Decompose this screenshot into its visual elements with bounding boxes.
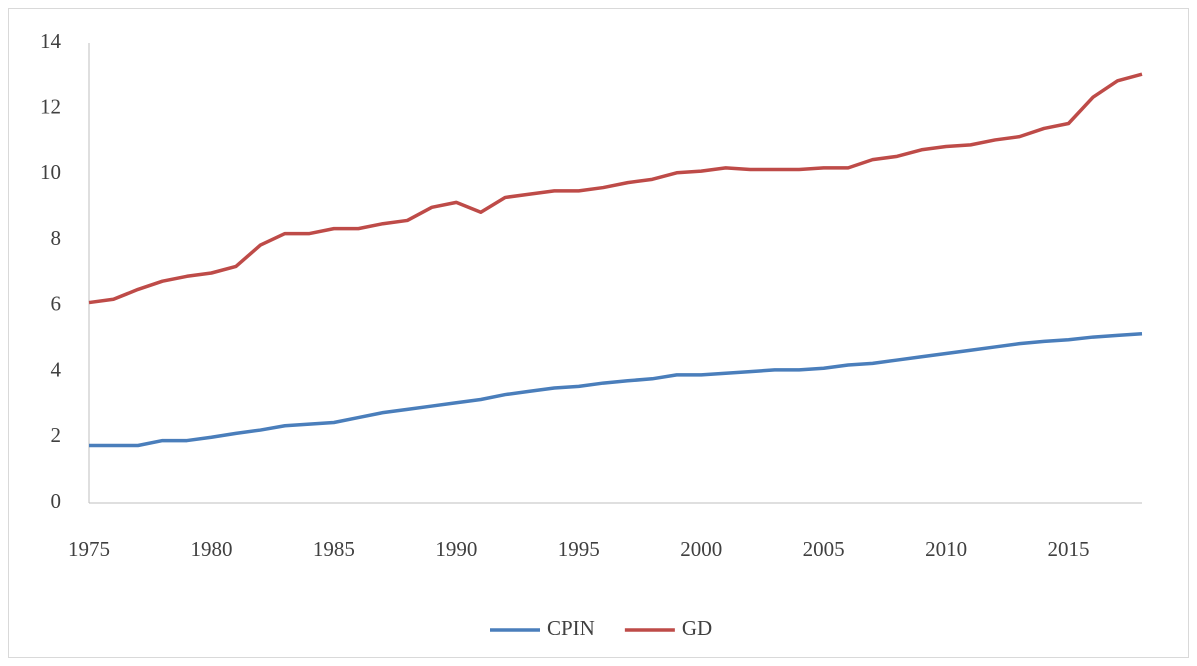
x-tick-label: 1995 bbox=[558, 537, 600, 561]
x-tick-label: 2005 bbox=[803, 537, 845, 561]
x-tick-label: 1980 bbox=[190, 537, 232, 561]
y-tick-label: 0 bbox=[51, 489, 62, 513]
y-tick-label: 12 bbox=[40, 95, 61, 119]
y-tick-label: 4 bbox=[51, 357, 62, 381]
y-tick-label: 6 bbox=[51, 292, 62, 316]
legend-label: CPIN bbox=[547, 616, 595, 640]
line-series bbox=[89, 332, 1143, 448]
x-tick-label: 1985 bbox=[313, 537, 355, 561]
line-series bbox=[88, 72, 1143, 305]
x-tick-label: 1990 bbox=[435, 537, 477, 561]
y-tick-label: 14 bbox=[40, 29, 62, 53]
x-tick-label: 2000 bbox=[680, 537, 722, 561]
y-tick-label: 2 bbox=[51, 423, 62, 447]
legend-label: GD bbox=[682, 616, 712, 640]
x-tick-label: 2010 bbox=[925, 537, 967, 561]
x-tick-label: 2015 bbox=[1048, 537, 1090, 561]
x-tick-label: 1975 bbox=[68, 537, 110, 561]
chart-border bbox=[8, 8, 1189, 658]
y-tick-label: 10 bbox=[40, 160, 61, 184]
y-tick-label: 8 bbox=[51, 226, 62, 250]
